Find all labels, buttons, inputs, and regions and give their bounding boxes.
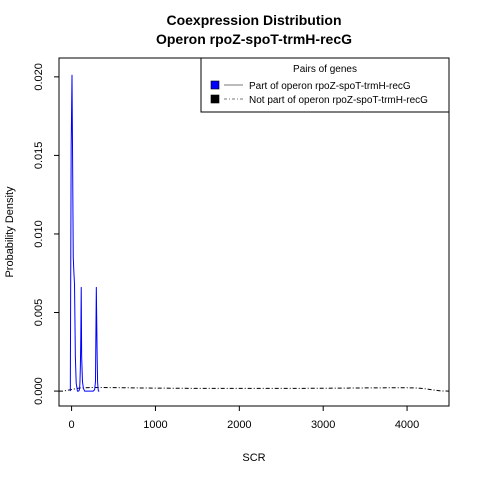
x-axis: 0 1000 2000 3000 4000 (69, 406, 419, 431)
legend-entry-not-part-of-operon: Not part of operon rpoZ-spoT-trmH-recG (249, 95, 428, 106)
chart-title: Coexpression Distribution (166, 12, 341, 28)
x-tick-label: 2000 (227, 419, 251, 431)
legend: Pairs of genes Part of operon rpoZ-spoT-… (200, 57, 450, 113)
x-tick-label: 3000 (311, 419, 335, 431)
chart-subtitle: Operon rpoZ-spoT-trmH-recG (156, 31, 352, 47)
y-tick-label: 0.000 (33, 377, 45, 405)
x-axis-label: SCR (242, 452, 265, 464)
y-tick-label: 0.015 (33, 142, 45, 170)
y-tick-label: 0.010 (33, 220, 45, 248)
series-line-not-part-of-operon (59, 386, 449, 392)
legend-marker-part-of-operon (210, 80, 220, 90)
y-tick-label: 0.005 (33, 299, 45, 327)
legend-marker-not-part-of-operon (210, 94, 220, 104)
legend-title: Pairs of genes (293, 64, 357, 75)
series-line-part-of-operon (69, 74, 100, 392)
y-axis: 0.000 0.005 0.010 0.015 0.020 (33, 63, 59, 405)
x-tick-label: 4000 (395, 419, 419, 431)
legend-entry-part-of-operon: Part of operon rpoZ-spoT-trmH-recG (249, 81, 411, 92)
y-axis-label: Probability Density (4, 186, 16, 278)
y-tick-label: 0.020 (33, 63, 45, 91)
x-tick-label: 1000 (143, 419, 167, 431)
x-tick-label: 0 (69, 419, 75, 431)
